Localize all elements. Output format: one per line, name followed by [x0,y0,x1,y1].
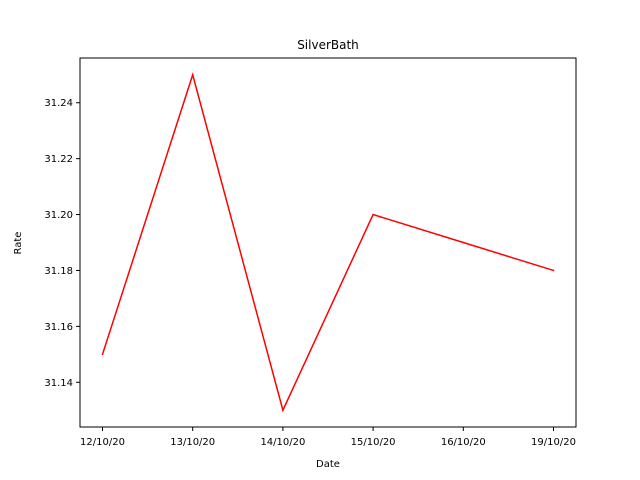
x-tick-label: 12/10/20 [80,437,125,448]
plot-frame [79,57,577,428]
x-axis-label: Date [316,459,340,470]
x-tick-label: 13/10/20 [170,437,215,448]
x-tick-label: 14/10/20 [260,437,305,448]
data-point [101,353,104,356]
data-point [372,213,374,216]
y-tick-label: 31.20 [44,210,73,221]
x-tick-label: 19/10/20 [531,437,576,448]
data-point [191,73,194,76]
data-point [282,409,284,412]
y-tick-label: 31.24 [44,98,73,109]
y-tick-label: 31.22 [44,154,73,165]
data-point [552,269,555,272]
y-tick-label: 31.14 [44,378,73,389]
data-point [462,241,465,244]
y-axis-label: Rate [13,232,24,255]
plot-area: 12/10/20 13/10/20 14/10/20 15/10/20 16/10/20… [44,72,576,448]
chart-title: SilverBath [297,38,359,52]
series-line [101,72,554,413]
y-tick-label: 31.18 [44,266,73,277]
y-tick-label: 31.16 [44,322,73,333]
x-tick-label: 16/10/20 [441,437,486,448]
x-tick-label: 15/10/20 [351,437,396,448]
